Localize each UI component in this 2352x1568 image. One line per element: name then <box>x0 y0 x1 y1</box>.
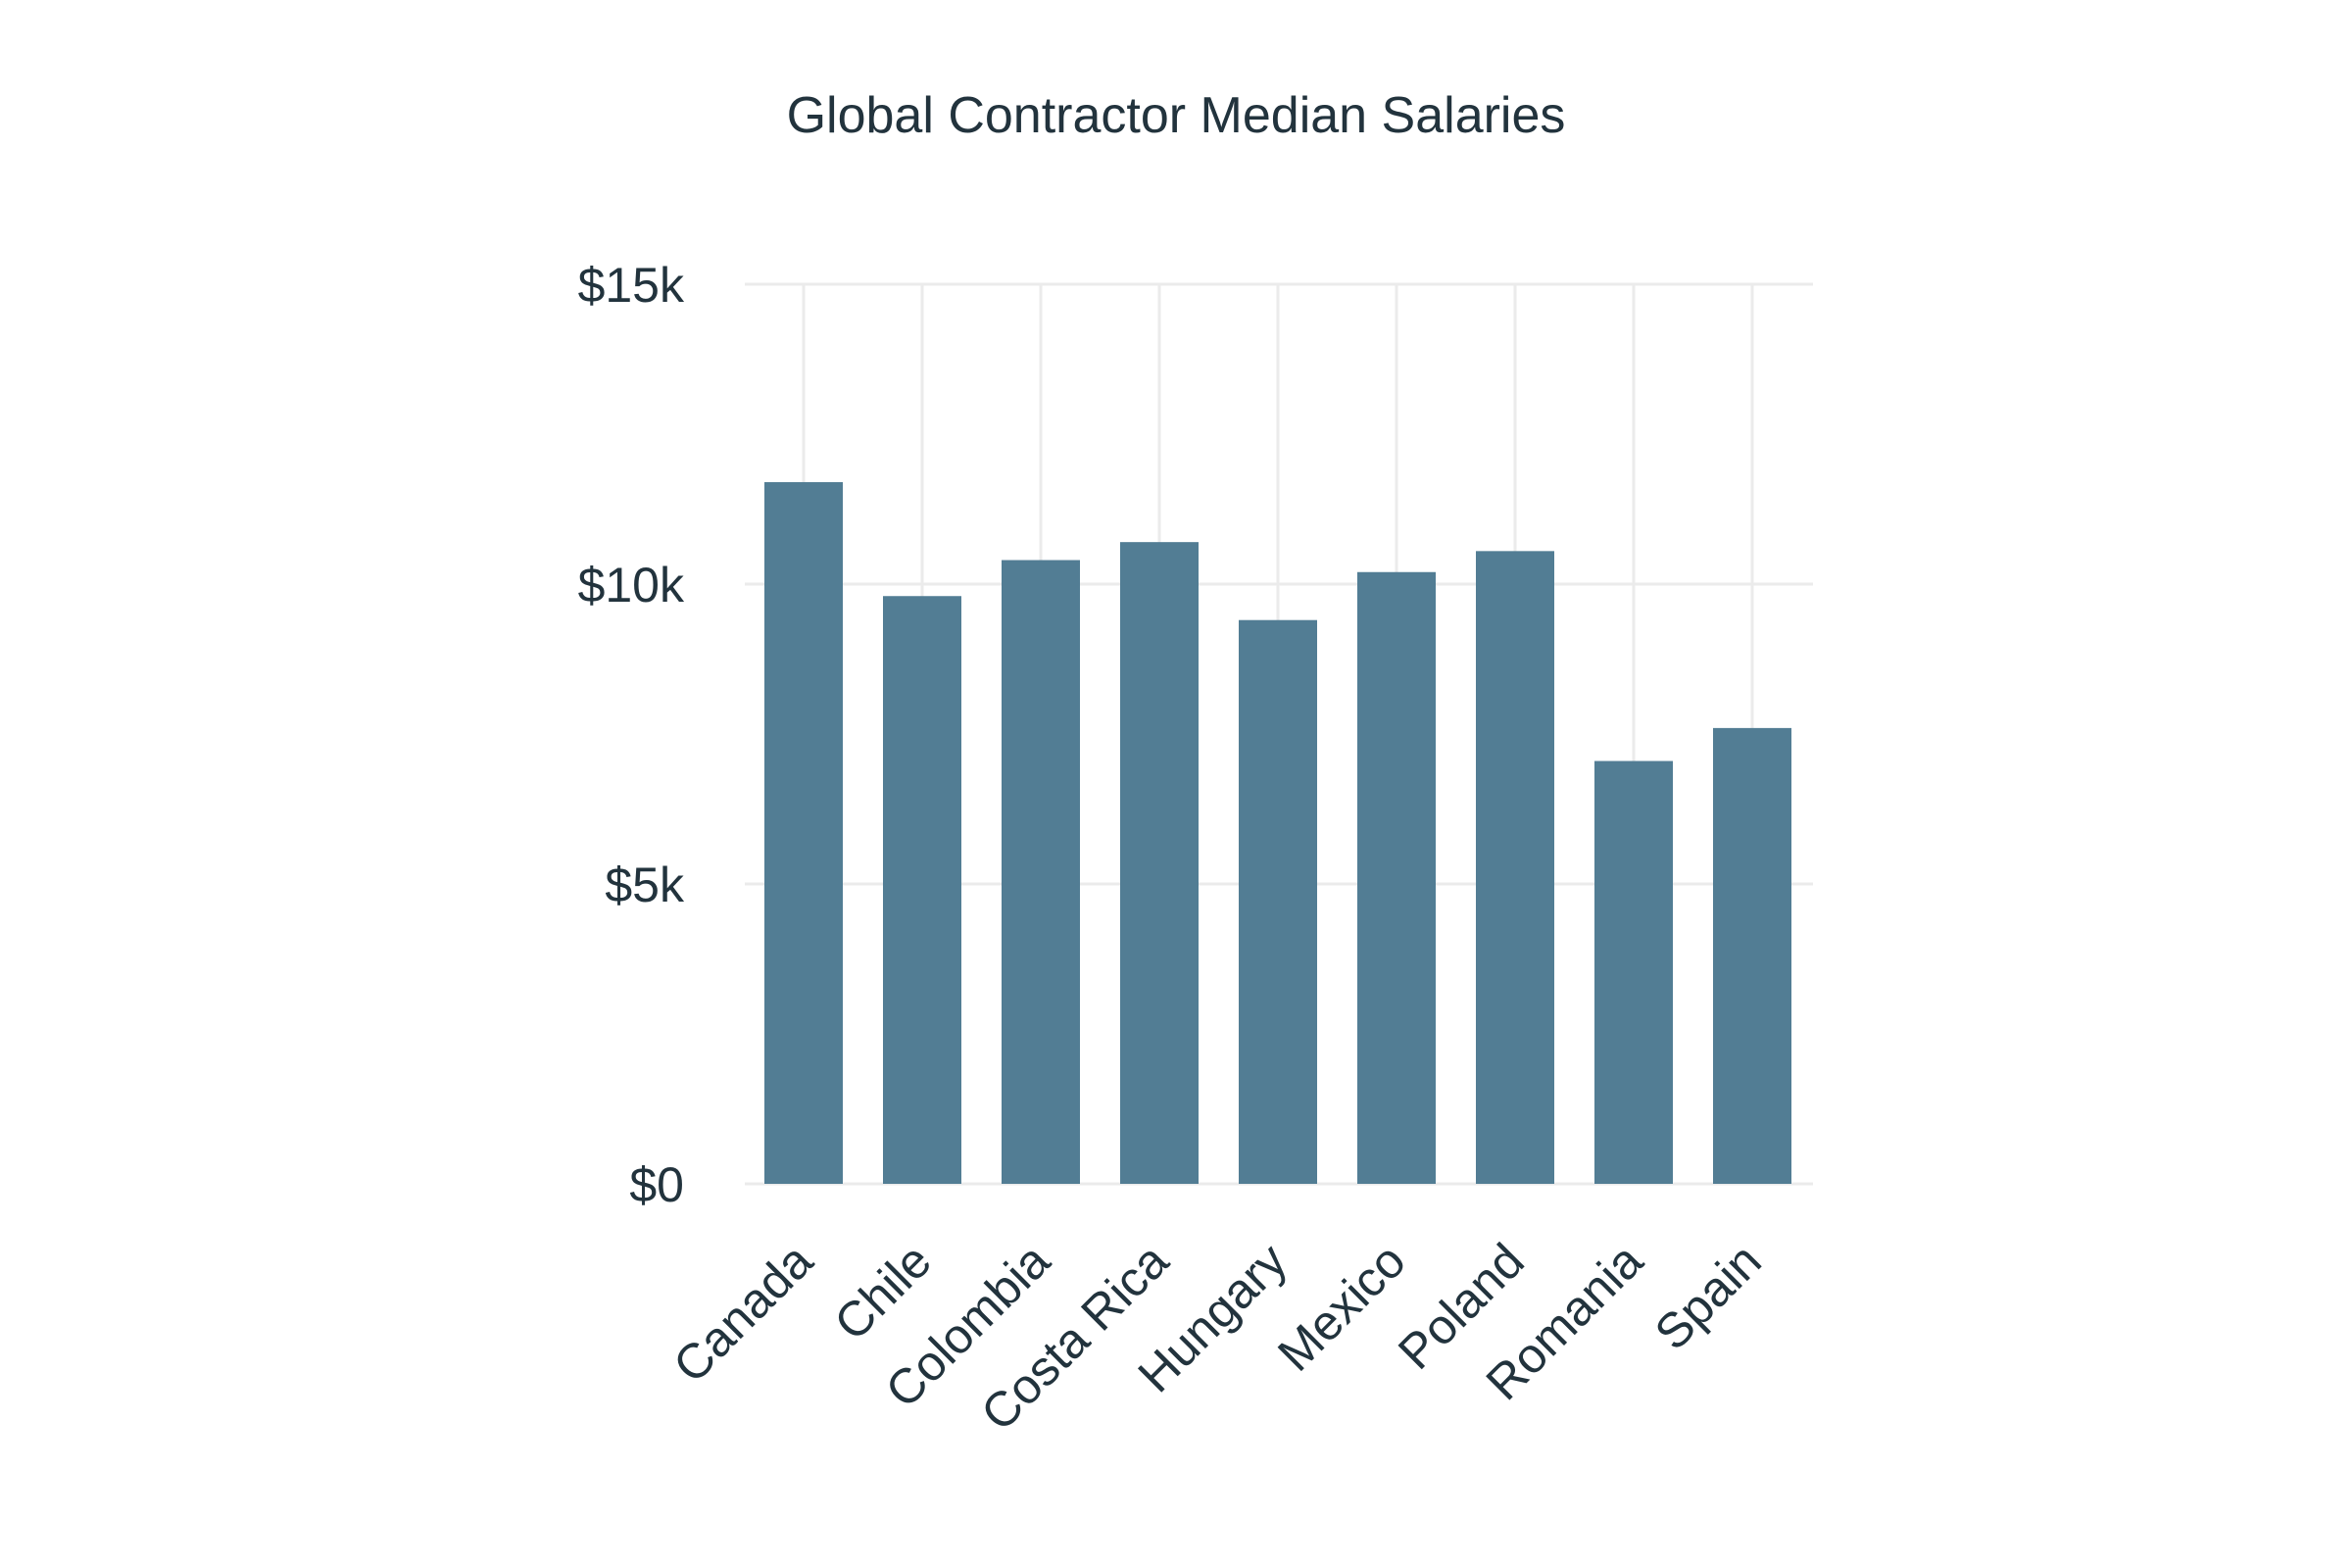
bar-canada <box>764 481 843 1185</box>
bar-costa-rica <box>1120 542 1199 1184</box>
bar-chile <box>883 596 961 1184</box>
x-tick-label: Spain <box>1644 1233 1772 1360</box>
bars <box>764 481 1791 1185</box>
chart-title: Global Contractor Median Salaries <box>786 87 1566 144</box>
bar-spain <box>1713 727 1791 1184</box>
x-tick-label: Mexico <box>1267 1233 1416 1382</box>
bar-poland <box>1476 551 1554 1184</box>
y-tick-label: $10k <box>578 558 685 612</box>
bar-hungary <box>1239 619 1317 1184</box>
bar-romania <box>1594 760 1673 1184</box>
y-tick-label: $5k <box>605 858 685 912</box>
y-tick-label: $15k <box>578 258 685 313</box>
y-axis-ticks: $0 $5k $10k $15k <box>578 258 685 1212</box>
bar-colombia <box>1002 560 1080 1184</box>
y-tick-label: $0 <box>629 1157 684 1212</box>
x-tick-label: Canada <box>662 1233 823 1394</box>
bar-mexico <box>1357 571 1436 1184</box>
